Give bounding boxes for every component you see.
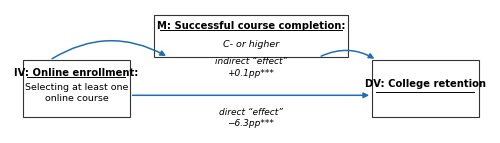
Text: C- or higher: C- or higher <box>223 40 279 49</box>
Text: DV: College retention: DV: College retention <box>364 79 486 89</box>
Text: indirect “effect”
+0.1pp***: indirect “effect” +0.1pp*** <box>215 57 287 78</box>
Text: Selecting at least one
online course: Selecting at least one online course <box>25 83 128 103</box>
FancyBboxPatch shape <box>154 15 348 57</box>
FancyBboxPatch shape <box>23 60 130 117</box>
Text: IV: Online enrollment:: IV: Online enrollment: <box>14 68 138 78</box>
Text: direct “effect”
−6.3pp***: direct “effect” −6.3pp*** <box>219 108 283 128</box>
Text: M: Successful course completion:: M: Successful course completion: <box>156 21 345 31</box>
FancyBboxPatch shape <box>372 60 478 117</box>
